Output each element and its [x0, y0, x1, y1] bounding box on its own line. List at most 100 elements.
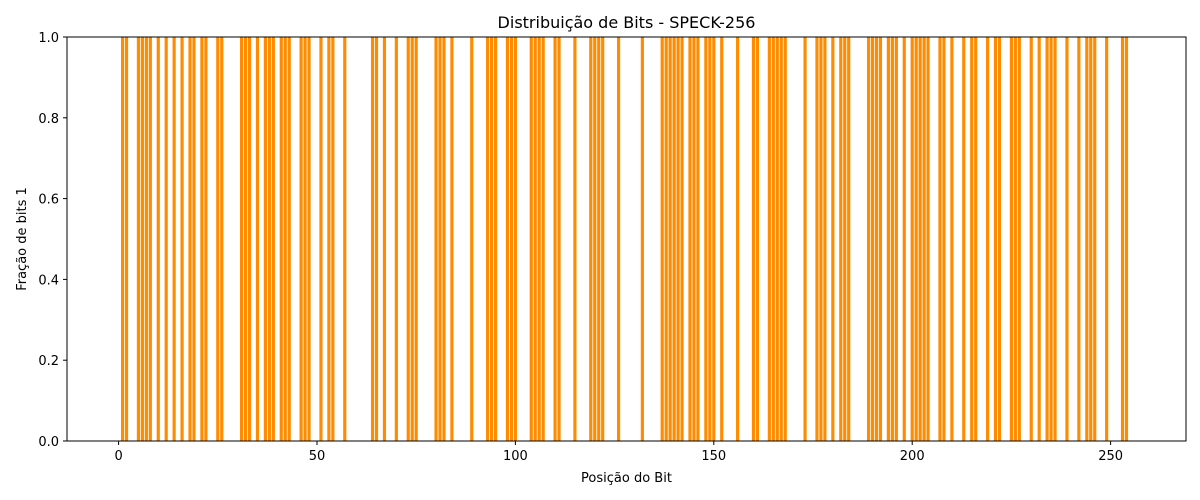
- bar-bit-74: [410, 37, 414, 441]
- bar-bit-142: [680, 37, 684, 441]
- bar-bit-177: [819, 37, 823, 441]
- bar-bit-21: [200, 37, 204, 441]
- bar-bit-33: [247, 37, 252, 441]
- bar-bit-10: [156, 37, 160, 441]
- bar-bit-176: [815, 37, 819, 441]
- bar-bit-225: [1009, 37, 1013, 441]
- bar-bit-137: [660, 37, 664, 441]
- bar-bit-198: [902, 37, 906, 441]
- bar-bit-99: [509, 37, 514, 441]
- bar-bit-245: [1089, 37, 1093, 441]
- bar-bit-110: [553, 37, 557, 441]
- bar-bit-107: [541, 37, 545, 441]
- bar-bit-67: [382, 37, 387, 441]
- bar-bit-43: [287, 37, 291, 441]
- bar-bit-141: [676, 37, 680, 441]
- bar-bit-121: [597, 37, 601, 441]
- x-tick-label: 50: [309, 449, 326, 464]
- bar-bit-81: [438, 37, 442, 441]
- bar-bit-227: [1017, 37, 1021, 441]
- bar-bit-216: [974, 37, 978, 441]
- bar-bit-139: [668, 37, 672, 441]
- plot-frame: [66, 36, 1187, 442]
- bar-bit-236: [1053, 37, 1057, 441]
- bar-bit-54: [331, 37, 335, 441]
- bar-bit-204: [926, 37, 930, 441]
- bar-bit-48: [307, 37, 311, 441]
- bars-group: [120, 37, 1129, 441]
- bar-bit-164: [767, 37, 771, 441]
- bar-bit-254: [1124, 37, 1129, 441]
- bar-bit-183: [843, 37, 847, 441]
- bar-bit-26: [220, 37, 224, 441]
- bar-bit-192: [878, 37, 883, 441]
- bar-bit-207: [938, 37, 942, 441]
- bar-bit-104: [529, 37, 533, 441]
- bar-bit-219: [986, 37, 990, 441]
- bar-bit-138: [664, 37, 668, 441]
- bar-bit-210: [950, 37, 954, 441]
- y-tick-label: 0.8: [38, 112, 59, 127]
- bar-bit-31: [240, 37, 244, 441]
- bar-bit-38: [267, 37, 271, 441]
- x-tick-label: 250: [1098, 449, 1123, 464]
- x-tick-label: 0: [114, 449, 122, 464]
- bar-bit-146: [696, 37, 700, 441]
- bar-bit-132: [640, 37, 644, 441]
- bar-bit-73: [406, 37, 410, 441]
- bar-bit-234: [1045, 37, 1049, 441]
- bar-bit-82: [442, 37, 446, 441]
- bar-bit-156: [736, 37, 740, 441]
- bar-bit-202: [918, 37, 922, 441]
- bar-bit-194: [886, 37, 890, 441]
- bar-bit-14: [172, 37, 176, 441]
- bar-bit-12: [164, 37, 168, 441]
- bar-bit-168: [783, 37, 787, 441]
- chart-title: Distribuição de Bits - SPECK-256: [498, 13, 756, 32]
- y-tick-label: 0.2: [38, 354, 59, 369]
- bar-bit-98: [505, 37, 510, 441]
- bar-bit-222: [997, 37, 1002, 441]
- x-tick-label: 200: [900, 449, 925, 464]
- bar-bit-57: [343, 37, 347, 441]
- bar-bit-145: [692, 37, 696, 441]
- bar-bit-253: [1120, 37, 1125, 441]
- bar-bit-190: [870, 37, 875, 441]
- bar-bit-39: [271, 37, 275, 441]
- bar-bit-200: [910, 37, 914, 441]
- bar-bit-182: [839, 37, 843, 441]
- bar-bit-75: [414, 37, 418, 441]
- y-tick-label: 0.0: [38, 435, 59, 450]
- bar-bit-239: [1065, 37, 1069, 441]
- bar-bit-35: [255, 37, 260, 441]
- bar-bit-165: [771, 37, 775, 441]
- bar-bit-37: [263, 37, 267, 441]
- bar-bit-100: [513, 37, 517, 441]
- bar-bit-249: [1105, 37, 1109, 441]
- bar-bit-167: [779, 37, 783, 441]
- bar-bit-221: [993, 37, 998, 441]
- bar-bit-80: [434, 37, 438, 441]
- bar-bit-119: [589, 37, 593, 441]
- bar-bit-18: [188, 37, 192, 441]
- bar-bit-25: [216, 37, 220, 441]
- bar-bit-84: [450, 37, 454, 441]
- bar-bit-230: [1029, 37, 1033, 441]
- y-axis-ticks: 0.0 0.2 0.4 0.6 0.8 1.0: [38, 31, 67, 450]
- bar-bit-208: [942, 37, 946, 441]
- bar-bit-195: [890, 37, 894, 441]
- bar-bit-42: [283, 37, 287, 441]
- bar-bit-1: [120, 37, 125, 441]
- bar-bit-51: [319, 37, 323, 441]
- bar-bit-19: [192, 37, 196, 441]
- bar-bit-189: [866, 37, 871, 441]
- bar-bit-7: [144, 37, 148, 441]
- bar-bit-242: [1077, 37, 1081, 441]
- bar-bit-226: [1013, 37, 1017, 441]
- bar-bit-196: [894, 37, 898, 441]
- bar-bit-115: [573, 37, 577, 441]
- bar-bit-191: [874, 37, 879, 441]
- bar-bit-203: [922, 37, 926, 441]
- bar-bit-106: [537, 37, 541, 441]
